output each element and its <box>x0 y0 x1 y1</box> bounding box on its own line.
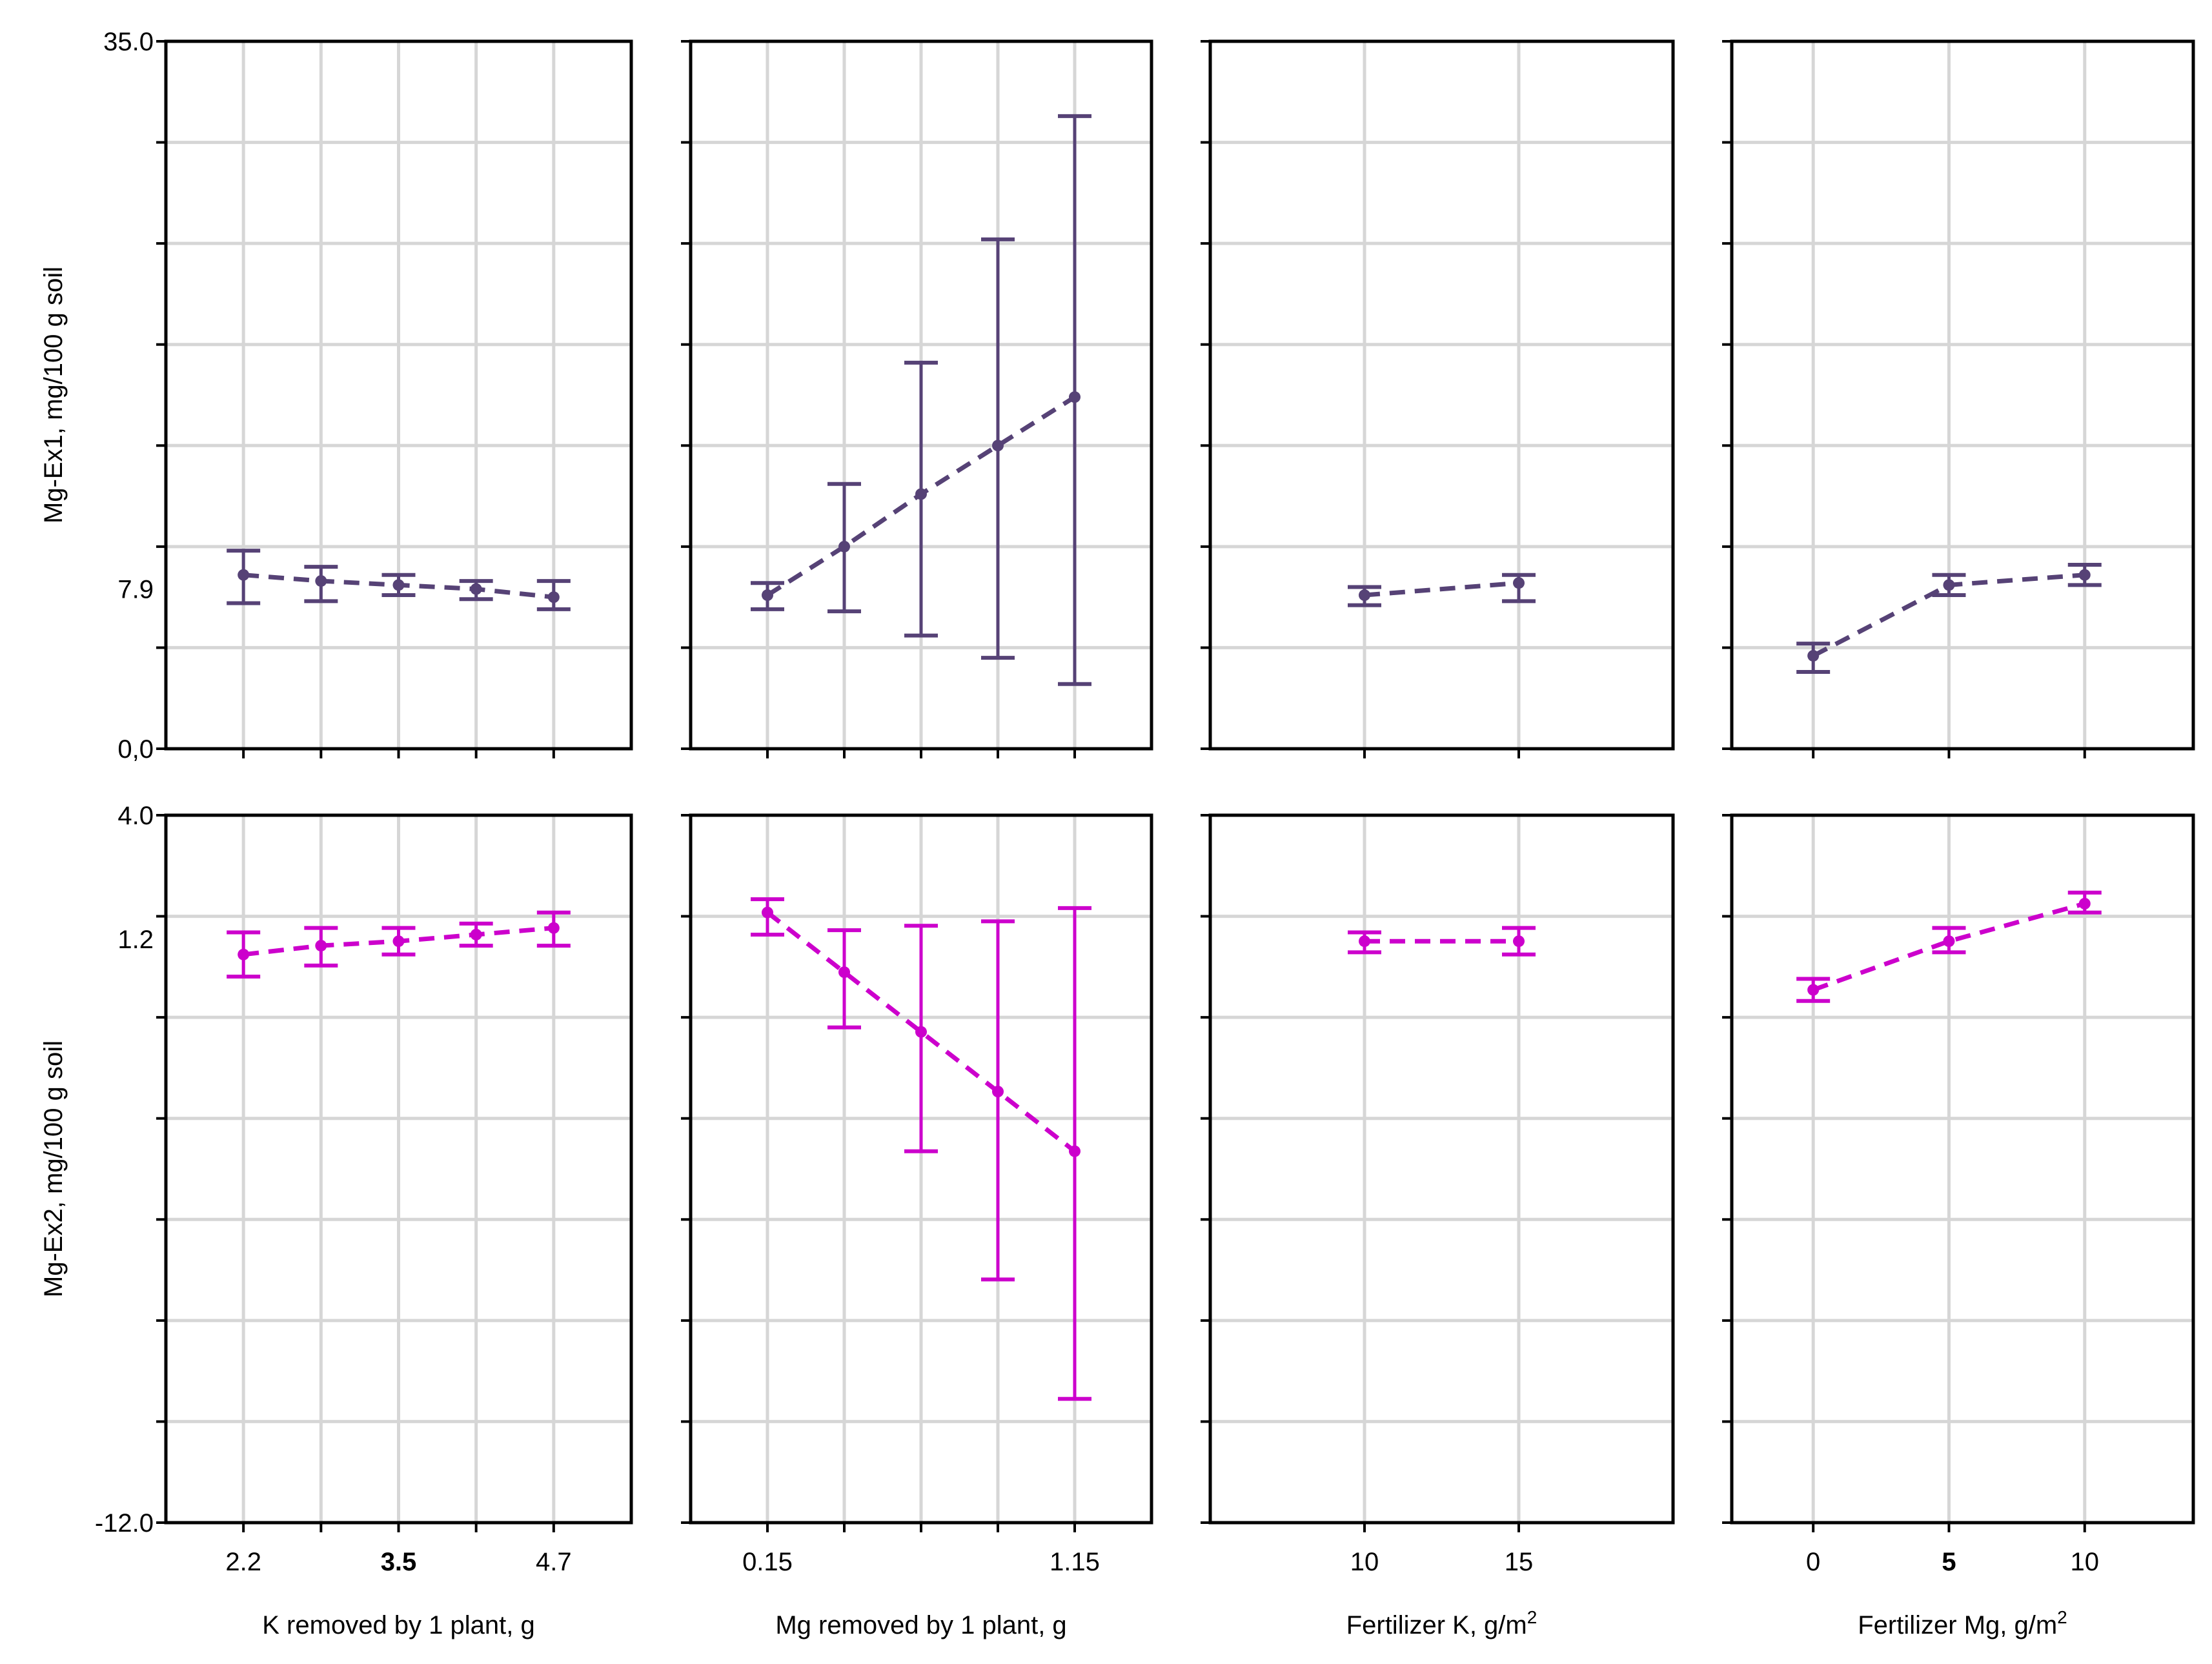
data-point <box>1807 984 1820 996</box>
panel-r1-c2 <box>681 39 1153 758</box>
y-tick-label: 1.2 <box>117 926 154 954</box>
data-point <box>1807 649 1820 662</box>
x-tick-label: 2.2 <box>225 1548 261 1576</box>
data-point <box>315 940 327 952</box>
y-tick-label: -12.0 <box>95 1509 154 1537</box>
data-point <box>470 928 482 940</box>
x-axis-title: Fertilizer K, g/m2 <box>1346 1607 1537 1639</box>
x-tick-label: 10 <box>2071 1548 2100 1576</box>
data-point <box>1359 935 1370 948</box>
error-bar <box>827 928 861 1030</box>
y-axis-title: Mg-Ex2, mg/100 g soil <box>39 1040 68 1297</box>
panel-r1-c1 <box>156 39 633 758</box>
panel-frame <box>1208 813 1675 1525</box>
panel-frame <box>1208 39 1675 751</box>
x-tick-label: 4.7 <box>536 1548 572 1576</box>
x-tick-label: 1.15 <box>1050 1548 1100 1576</box>
error-bar <box>904 924 938 1153</box>
panel-frame <box>164 813 633 1525</box>
series-line <box>1812 901 2085 992</box>
y-axis-title: Mg-Ex1, mg/100 g soil <box>39 267 68 523</box>
data-point <box>238 948 250 960</box>
y-tick-label: 4.0 <box>117 802 154 830</box>
data-point <box>1069 391 1081 403</box>
x-tick-label: 5 <box>1942 1548 1956 1576</box>
x-axis-title: K removed by 1 plant, g <box>262 1611 534 1639</box>
data-point <box>1513 935 1525 948</box>
data-point <box>547 922 560 934</box>
data-point <box>1069 1145 1081 1157</box>
x-tick-label: 15 <box>1505 1548 1534 1576</box>
panel-frame <box>164 39 633 751</box>
error-bar <box>981 919 1015 1282</box>
chart-panels: 35.0 7.9 0,0 Mg-Ex1, mg/100 g soil 2.2 3.5 4.7… <box>39 28 2195 1639</box>
data-point <box>392 935 405 948</box>
data-point <box>992 440 1004 452</box>
data-point <box>915 488 927 500</box>
data-point <box>915 1026 927 1038</box>
y-tick-label: 7.9 <box>117 576 154 604</box>
y-tick-label: 35.0 <box>103 28 154 56</box>
panel-frame <box>689 813 1153 1525</box>
x-tick-label: 3.5 <box>381 1548 417 1576</box>
data-point <box>1359 589 1370 602</box>
panel-r2-c2 <box>681 813 1153 1532</box>
series-line <box>1364 580 1519 598</box>
x-axis-title: Mg removed by 1 plant, g <box>775 1611 1066 1639</box>
data-point <box>547 591 560 604</box>
data-point <box>1943 579 1955 591</box>
data-point <box>2078 898 2091 909</box>
y-tick-label: 0,0 <box>117 735 154 764</box>
x-tick-label: 10 <box>1350 1548 1379 1576</box>
panel-r2-c3 <box>1201 813 1675 1532</box>
data-point <box>392 579 405 591</box>
data-point <box>315 575 327 587</box>
panel-frame <box>1730 39 2195 751</box>
data-point <box>992 1086 1004 1098</box>
panel-r2-c1 <box>156 813 633 1532</box>
data-point <box>1943 935 1955 948</box>
panel-frame <box>689 39 1153 751</box>
x-axis-title: Fertilizer Mg, g/m2 <box>1858 1607 2067 1639</box>
data-point <box>238 569 250 581</box>
data-point <box>470 583 482 595</box>
data-point <box>838 966 850 979</box>
panel-r2-c4 <box>1722 813 2195 1532</box>
data-point <box>762 589 773 602</box>
data-point <box>2078 569 2091 581</box>
x-tick-label: 0 <box>1806 1548 1820 1576</box>
panel-r1-c4 <box>1722 39 2195 758</box>
data-point <box>838 540 850 553</box>
panel-frame <box>1730 813 2195 1525</box>
x-tick-label: 0.15 <box>742 1548 793 1576</box>
data-point <box>1513 577 1525 589</box>
series-line <box>766 910 1077 1153</box>
data-point <box>762 906 773 918</box>
panel-r1-c3 <box>1201 39 1675 758</box>
